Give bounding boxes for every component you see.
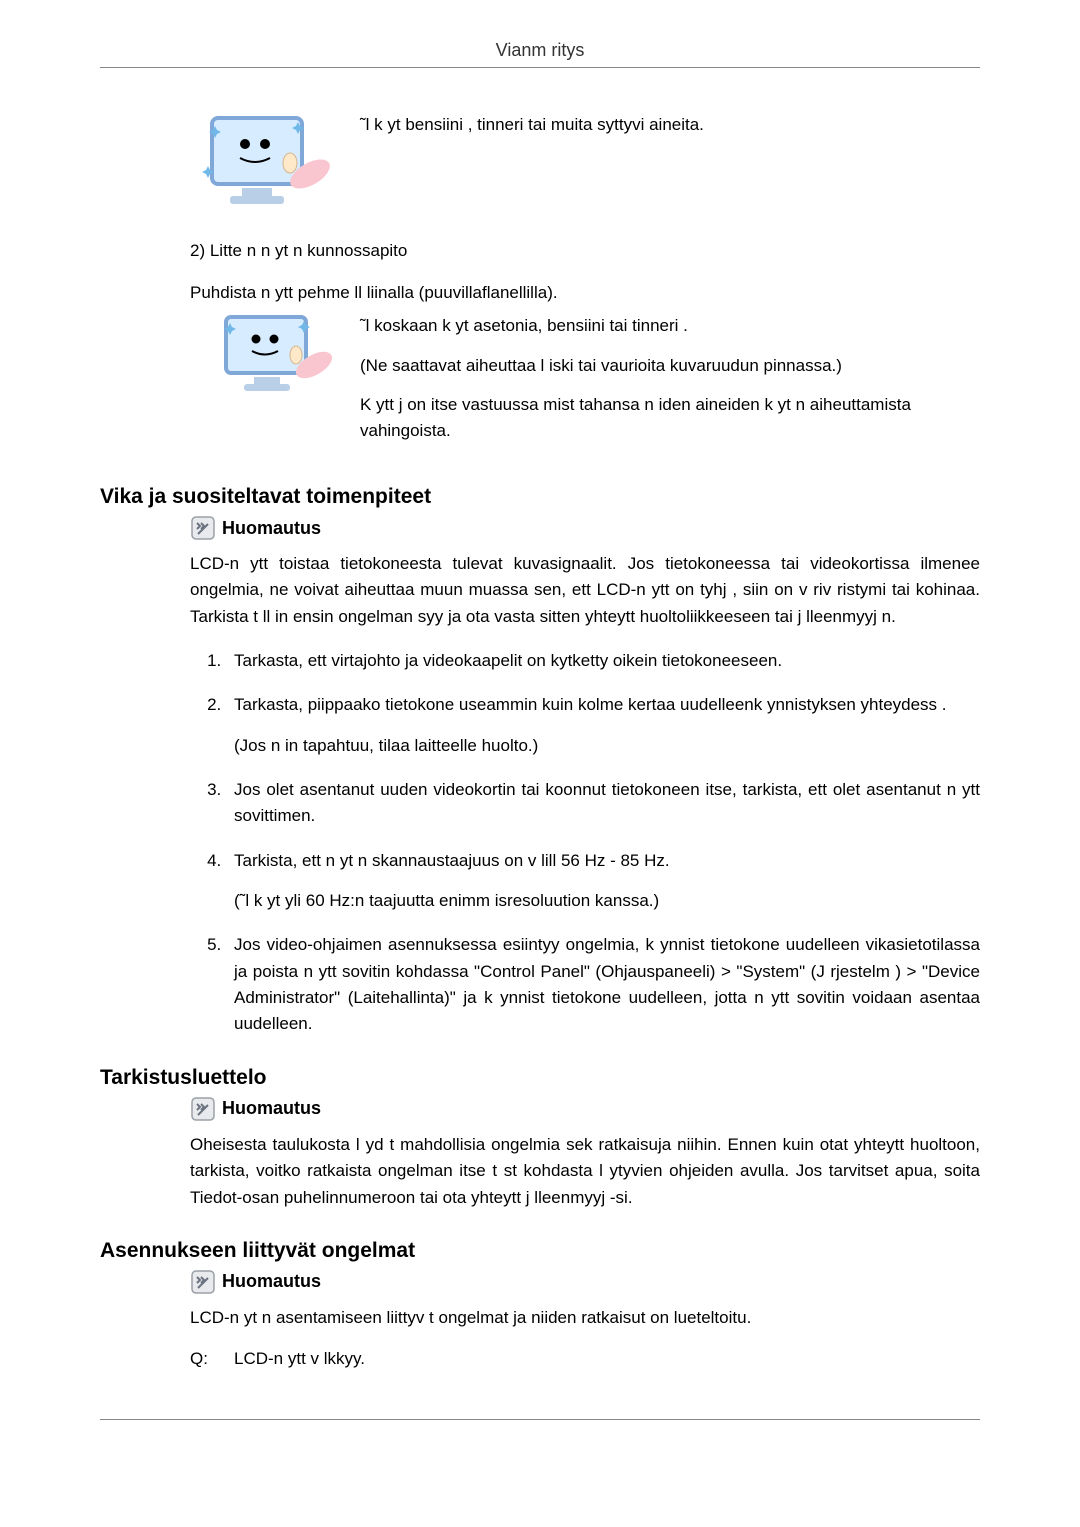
illustration-row-1: ˜l k yt bensiini , tinneri tai muita syt… — [100, 108, 980, 218]
li3-text: Jos olet asentanut uuden videokortin tai… — [234, 780, 980, 825]
li1-text: Tarkasta, ett virtajohto ja videokaapeli… — [234, 651, 782, 670]
note-row-1: Huomautus — [190, 515, 980, 541]
list-item: Jos video-ohjaimen asennuksessa esiintyy… — [226, 932, 980, 1037]
li5-text: Jos video-ohjaimen asennuksessa esiintyy… — [234, 935, 980, 1033]
note-label-3: Huomautus — [222, 1271, 321, 1292]
qa-row: Q: LCD-n ytt v lkkyy. — [190, 1349, 980, 1369]
illustration-2-caption: ˜l koskaan k yt asetonia, bensiini tai t… — [360, 309, 980, 457]
maintenance-title: 2) Litte n n yt n kunnossapito — [190, 238, 980, 264]
list-item: Jos olet asentanut uuden videokortin tai… — [226, 777, 980, 830]
section-heading-checklist: Tarkistusluettelo — [100, 1066, 980, 1090]
maint-p3: K ytt j on itse vastuussa mist tahansa n… — [360, 392, 980, 443]
li4-text: Tarkista, ett n yt n skannaustaajuus on … — [234, 851, 670, 870]
sec2-paragraph: Oheisesta taulukosta l yd t mahdollisia … — [190, 1132, 980, 1211]
note-row-3: Huomautus — [190, 1269, 980, 1295]
note-icon — [190, 515, 216, 541]
maintenance-intro: Puhdista n ytt pehme ll liinalla (puuvil… — [190, 280, 980, 306]
note-label-2: Huomautus — [222, 1098, 321, 1119]
note-icon — [190, 1269, 216, 1295]
illustration-row-2: ˜l koskaan k yt asetonia, bensiini tai t… — [100, 309, 980, 457]
maint-p1: ˜l koskaan k yt asetonia, bensiini tai t… — [360, 313, 980, 339]
li4-sub: (˜l k yt yli 60 Hz:n taajuutta enimm isr… — [234, 888, 980, 914]
monitor-wipe-icon — [210, 309, 340, 404]
qa-label: Q: — [190, 1349, 234, 1369]
section-heading-install: Asennukseen liittyvät ongelmat — [100, 1239, 980, 1263]
li2-sub: (Jos n in tapahtuu, tilaa laitteelle huo… — [234, 733, 980, 759]
section-heading-faults: Vika ja suositeltavat toimenpiteet — [100, 485, 980, 509]
qa-text: LCD-n ytt v lkkyy. — [234, 1349, 365, 1369]
sec1-paragraph: LCD-n ytt toistaa tietokoneesta tulevat … — [190, 551, 980, 630]
sec3-paragraph: LCD-n yt n asentamiseen liittyv t ongelm… — [190, 1305, 980, 1331]
maint-p2: (Ne saattavat aiheuttaa l iski tai vauri… — [360, 353, 980, 379]
note-label-1: Huomautus — [222, 518, 321, 539]
list-item: Tarkista, ett n yt n skannaustaajuus on … — [226, 848, 980, 915]
monitor-clean-icon — [190, 108, 340, 218]
list-item: Tarkasta, ett virtajohto ja videokaapeli… — [226, 648, 980, 674]
list-item: Tarkasta, piippaako tietokone useammin k… — [226, 692, 980, 759]
li2-text: Tarkasta, piippaako tietokone useammin k… — [234, 695, 947, 714]
page-header: Vianm ritys — [100, 40, 980, 68]
footer-rule — [100, 1419, 980, 1420]
troubleshoot-list: Tarkasta, ett virtajohto ja videokaapeli… — [190, 648, 980, 1038]
note-row-2: Huomautus — [190, 1096, 980, 1122]
illustration-1-caption: ˜l k yt bensiini , tinneri tai muita syt… — [360, 108, 980, 138]
note-icon — [190, 1096, 216, 1122]
